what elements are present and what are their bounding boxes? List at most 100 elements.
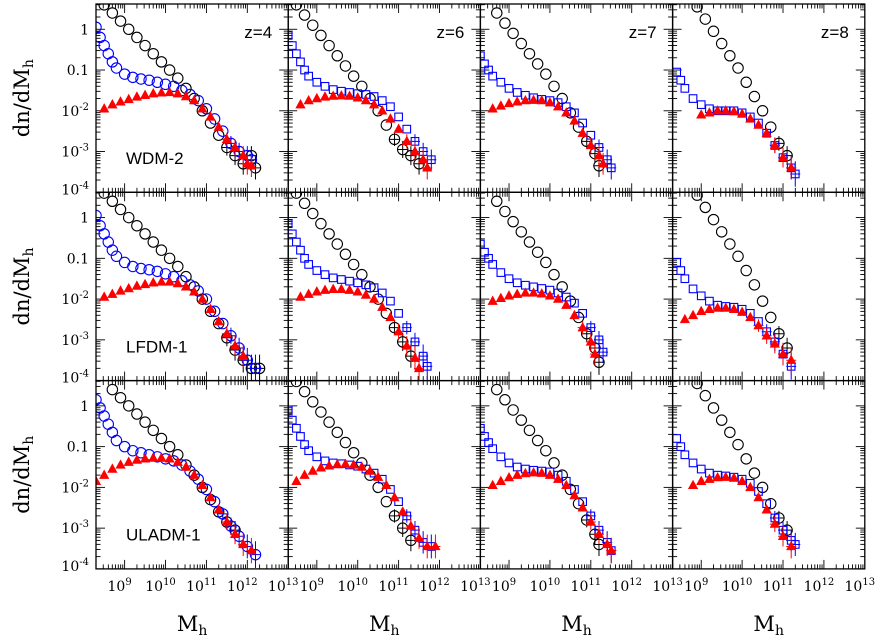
data-point <box>691 380 703 390</box>
data-point <box>777 530 789 540</box>
data-point <box>192 473 204 485</box>
series-circle <box>290 192 417 368</box>
y-tick-label: 1 <box>80 399 89 415</box>
data-point <box>122 400 135 412</box>
data-point <box>352 286 363 296</box>
data-point <box>393 326 404 336</box>
data-point <box>139 89 151 99</box>
data-point <box>180 281 192 291</box>
panel-ticks <box>479 192 673 382</box>
data-point <box>131 219 143 232</box>
data-point <box>578 118 587 128</box>
data-point <box>164 86 175 97</box>
series-triangle <box>96 452 257 564</box>
panel-grid: z=4 WDM-2 z=6 z=7 z=8 LFDM-1 ULADM-1 <box>95 3 866 570</box>
panel-ticks <box>287 192 481 382</box>
data-point <box>594 335 604 345</box>
data-point <box>102 236 115 248</box>
data-point <box>368 99 380 109</box>
data-point <box>570 298 579 308</box>
data-point <box>328 273 338 283</box>
data-point <box>156 276 167 286</box>
data-point <box>298 197 311 210</box>
data-point <box>512 278 522 288</box>
data-point <box>548 268 560 281</box>
data-point <box>156 452 167 462</box>
data-point <box>548 457 560 469</box>
data-point <box>110 434 123 447</box>
data-point <box>238 350 249 360</box>
panel-r0-c3: z=8 <box>671 3 866 193</box>
x-tick-label: 109 <box>300 577 324 595</box>
data-point <box>388 321 401 334</box>
panel-data <box>96 4 262 180</box>
data-point <box>99 103 110 113</box>
series-square <box>288 31 437 170</box>
data-point <box>114 391 127 404</box>
data-point <box>512 88 522 97</box>
data-point <box>756 295 769 307</box>
data-point <box>107 288 118 298</box>
data-point <box>114 203 127 216</box>
data-point <box>172 260 184 273</box>
data-point <box>430 540 441 551</box>
series-circle <box>691 192 793 359</box>
data-point <box>339 60 352 72</box>
data-point <box>296 57 305 67</box>
data-point <box>756 105 769 117</box>
data-point <box>512 469 523 479</box>
data-point <box>786 540 797 551</box>
panel-data <box>96 192 266 381</box>
data-point <box>491 383 503 396</box>
data-point <box>544 469 556 479</box>
data-point <box>180 270 192 283</box>
data-point <box>200 483 213 496</box>
model-label: ULADM-1 <box>126 526 201 545</box>
data-point <box>290 192 303 199</box>
data-point <box>577 127 588 137</box>
data-point <box>536 94 547 105</box>
data-point <box>360 94 372 105</box>
data-point <box>180 461 192 471</box>
data-point <box>720 302 731 312</box>
data-point <box>106 383 119 396</box>
redshift-label: z=6 <box>437 23 465 42</box>
series-triangle <box>295 90 433 180</box>
data-point <box>487 479 498 490</box>
data-point <box>769 338 780 348</box>
data-point <box>724 238 736 250</box>
data-point <box>102 47 115 60</box>
data-point <box>528 287 539 297</box>
data-point <box>488 444 498 454</box>
x-axis-title: Mh <box>561 612 592 639</box>
panel-data <box>96 383 262 568</box>
data-point <box>402 511 412 521</box>
data-point <box>512 288 523 298</box>
data-point <box>724 426 736 439</box>
data-point <box>491 195 503 208</box>
data-point <box>96 475 102 485</box>
series-triangle <box>679 302 797 373</box>
data-point <box>107 463 118 473</box>
data-point <box>336 283 347 294</box>
data-point <box>487 295 498 305</box>
data-point <box>110 62 123 74</box>
y-tick-label: 10-4 <box>61 369 89 387</box>
data-point <box>495 100 506 110</box>
data-point <box>593 149 605 160</box>
data-point <box>496 77 506 87</box>
data-point <box>536 467 547 477</box>
data-point <box>99 469 110 479</box>
data-point <box>159 78 172 91</box>
x-tick-label: 109 <box>108 577 132 595</box>
data-point <box>761 504 772 514</box>
data-point <box>118 440 131 453</box>
data-point <box>238 149 249 160</box>
data-point <box>528 94 539 104</box>
data-point <box>115 285 126 295</box>
data-point <box>720 105 731 115</box>
data-point <box>745 311 756 322</box>
data-point <box>344 284 355 294</box>
data-point <box>548 80 560 93</box>
data-point <box>769 139 780 150</box>
